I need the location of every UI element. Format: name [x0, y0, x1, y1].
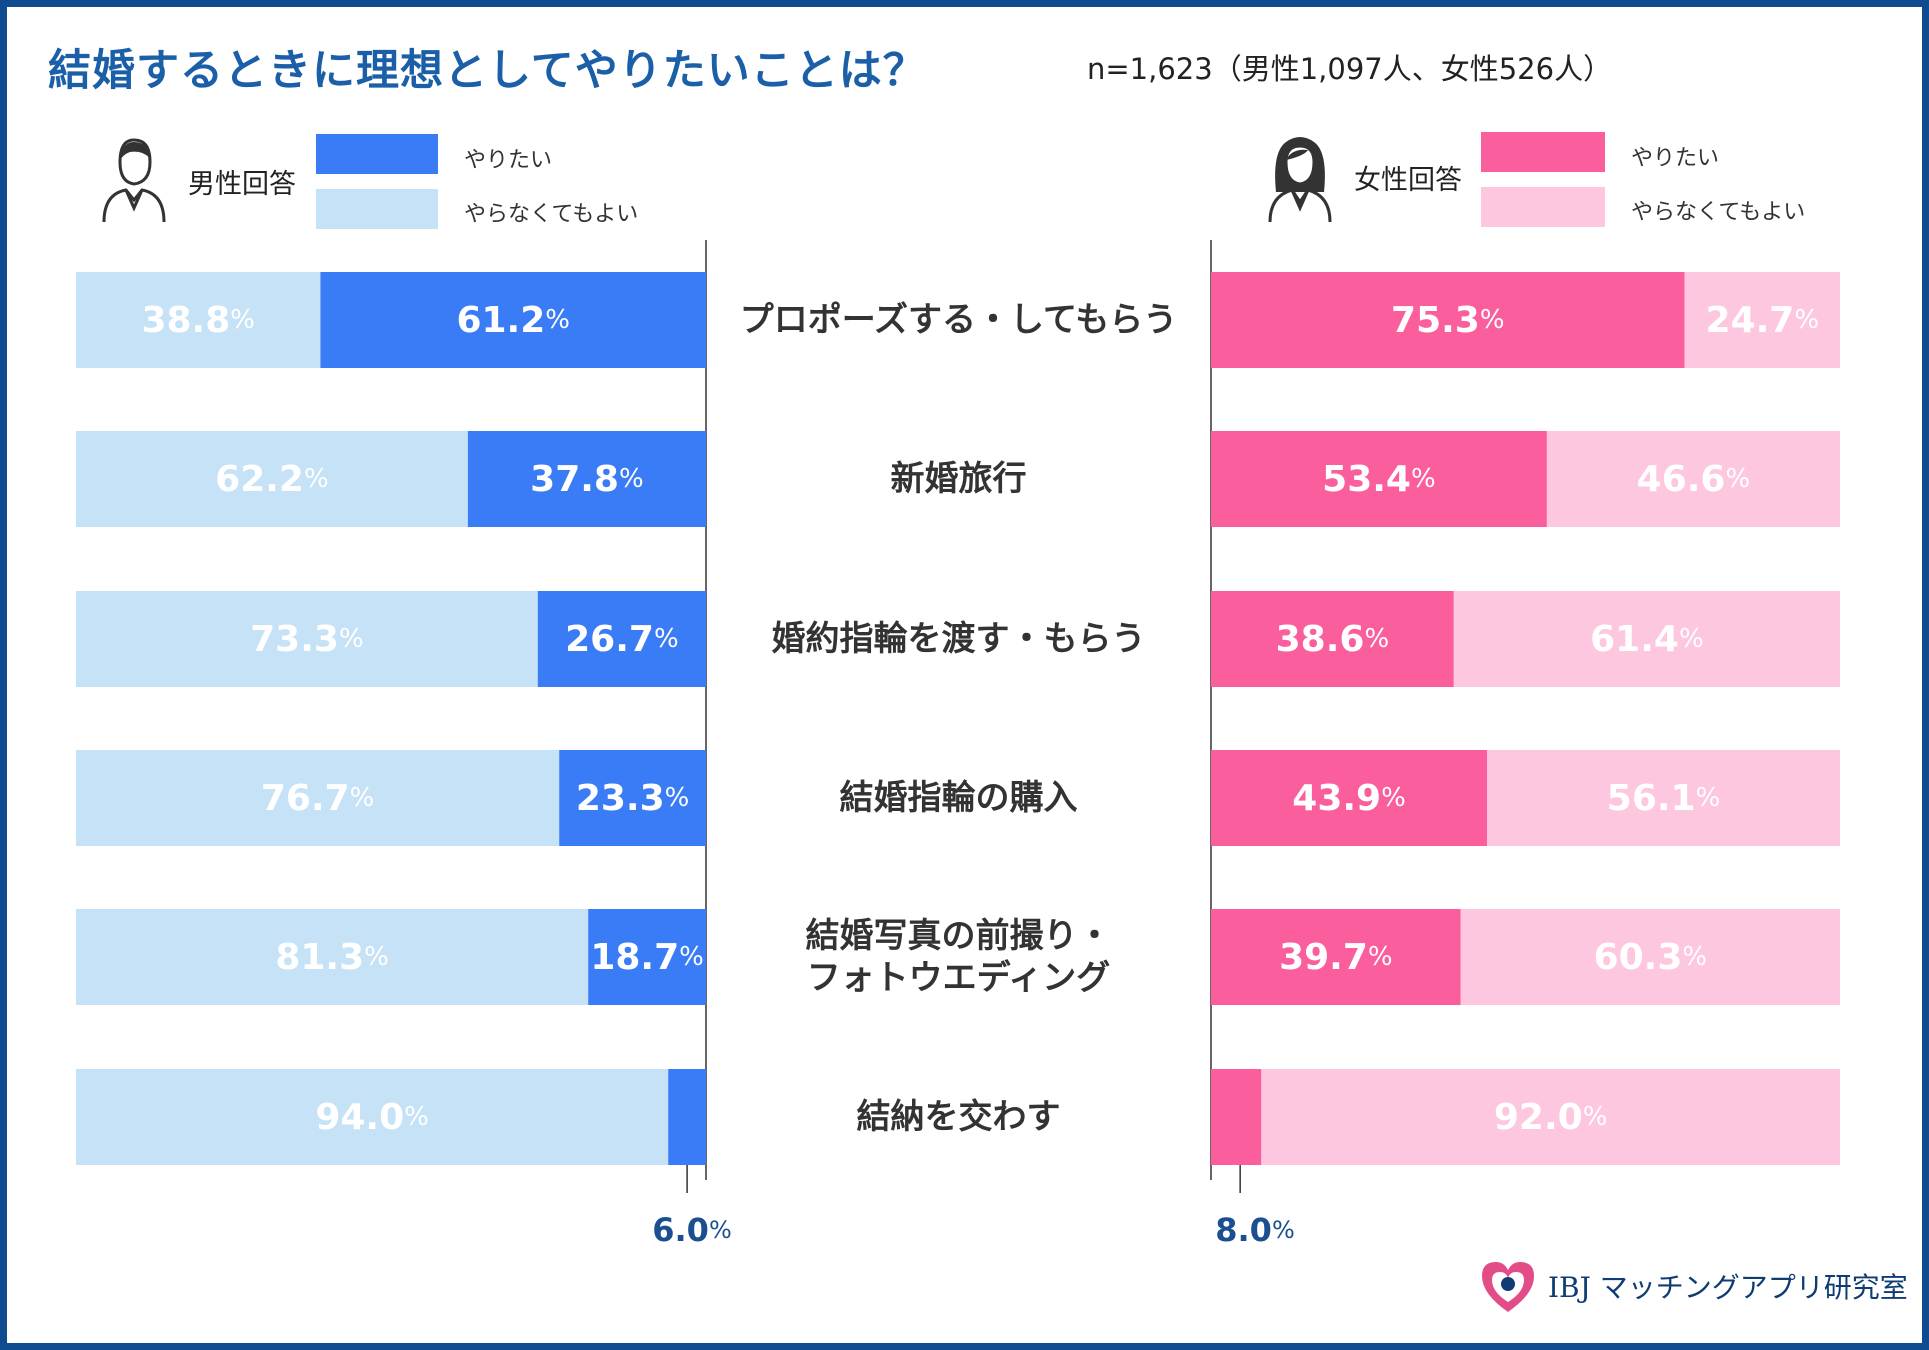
brand-logo: IBJ マッチングアプリ研究室 — [1476, 1254, 1908, 1318]
female-not-value-label: 56.1% — [1607, 778, 1721, 819]
female-not-swatch — [1481, 187, 1605, 227]
female-not-bar — [1460, 909, 1840, 1005]
male-want-bar — [559, 750, 706, 846]
male-want-value-label: 23.3% — [576, 778, 690, 819]
female-not-value-label: 60.3% — [1594, 937, 1708, 978]
female-legend-label: 女性回答 — [1354, 165, 1462, 196]
male-not-bar — [76, 1069, 669, 1165]
chart-title: 結婚するときに理想としてやりたいことは？ — [48, 46, 927, 96]
male-not-value-label: 81.3% — [275, 937, 389, 978]
female-want-value-label: 53.4% — [1322, 459, 1436, 500]
female-not-bar — [1546, 431, 1840, 527]
female-not-bar — [1453, 591, 1840, 687]
female-not-legend: やらなくてもよい — [1631, 200, 1806, 225]
male-not-bar — [76, 909, 589, 1005]
male-not-value-label: 76.7% — [261, 778, 375, 819]
category-label: フォトウエディング — [807, 958, 1111, 998]
female-want-legend: やりたい — [1631, 146, 1720, 171]
brand-name: マッチングアプリ研究室 — [1599, 1271, 1908, 1304]
female-not-value-label: 92.0% — [1494, 1097, 1608, 1138]
female-want-bar — [1211, 750, 1488, 846]
male-want-value-label: 26.7% — [565, 619, 679, 660]
male-not-value-label: 73.3% — [250, 619, 364, 660]
male-want-value-label: 6.0% — [652, 1211, 732, 1249]
category-label: 結婚写真の前撮り・ — [806, 916, 1112, 956]
male-want-bar — [320, 272, 706, 368]
male-legend-label: 男性回答 — [188, 169, 296, 200]
male-want-value-label: 37.8% — [530, 459, 644, 500]
female-not-value-label: 24.7% — [1706, 300, 1820, 341]
female-not-bar — [1261, 1069, 1840, 1165]
female-want-bar — [1211, 591, 1454, 687]
female-want-bar — [1211, 272, 1685, 368]
female-want-value-label: 8.0% — [1215, 1211, 1295, 1249]
male-not-bar — [76, 750, 560, 846]
female-want-value-label: 75.3% — [1391, 300, 1505, 341]
male-want-bar — [537, 591, 706, 687]
male-want-legend: やりたい — [464, 148, 553, 173]
male-not-legend: やらなくてもよい — [464, 202, 639, 227]
category-label: 新婚旅行 — [891, 459, 1027, 499]
sample-size-note: n=1,623（男性1,097人、女性526人） — [1087, 52, 1613, 86]
male-not-value-label: 38.8% — [141, 300, 255, 341]
male-want-bar — [668, 1069, 706, 1165]
male-not-bar — [76, 591, 538, 687]
category-label: 結婚指輪の購入 — [840, 778, 1078, 818]
female-want-value-label: 39.7% — [1279, 937, 1393, 978]
female-not-value-label: 46.6% — [1637, 459, 1751, 500]
brand-logo-text: IBJ — [1548, 1271, 1591, 1304]
female-person-icon — [1268, 137, 1332, 223]
female-want-swatch — [1481, 132, 1605, 172]
male-want-bar — [467, 431, 706, 527]
male-not-value-label: 62.2% — [215, 459, 329, 500]
female-not-value-label: 61.4% — [1590, 619, 1704, 660]
male-not-swatch — [316, 189, 438, 229]
female-want-value-label: 43.9% — [1292, 778, 1406, 819]
female-not-bar — [1487, 750, 1840, 846]
male-want-bar — [588, 909, 706, 1005]
female-want-bar — [1211, 1069, 1262, 1165]
female-want-bar — [1211, 909, 1461, 1005]
male-not-value-label: 94.0% — [315, 1097, 429, 1138]
category-label: 婚約指輪を渡す・もらう — [772, 619, 1146, 659]
brand-text: IBJ マッチングアプリ研究室 — [1548, 1266, 1908, 1306]
male-person-icon — [102, 138, 166, 223]
category-label: 結納を交わす — [857, 1097, 1061, 1137]
male-not-bar — [76, 431, 468, 527]
heart-logo-icon — [1482, 1262, 1534, 1312]
female-not-bar — [1684, 272, 1840, 368]
category-label: プロポーズする・してもらう — [740, 300, 1178, 340]
male-want-value-label: 61.2% — [456, 300, 570, 341]
male-want-swatch — [316, 134, 438, 174]
female-want-bar — [1211, 431, 1547, 527]
female-want-value-label: 38.6% — [1276, 619, 1390, 660]
male-not-bar — [76, 272, 321, 368]
male-want-value-label: 18.7% — [590, 937, 704, 978]
